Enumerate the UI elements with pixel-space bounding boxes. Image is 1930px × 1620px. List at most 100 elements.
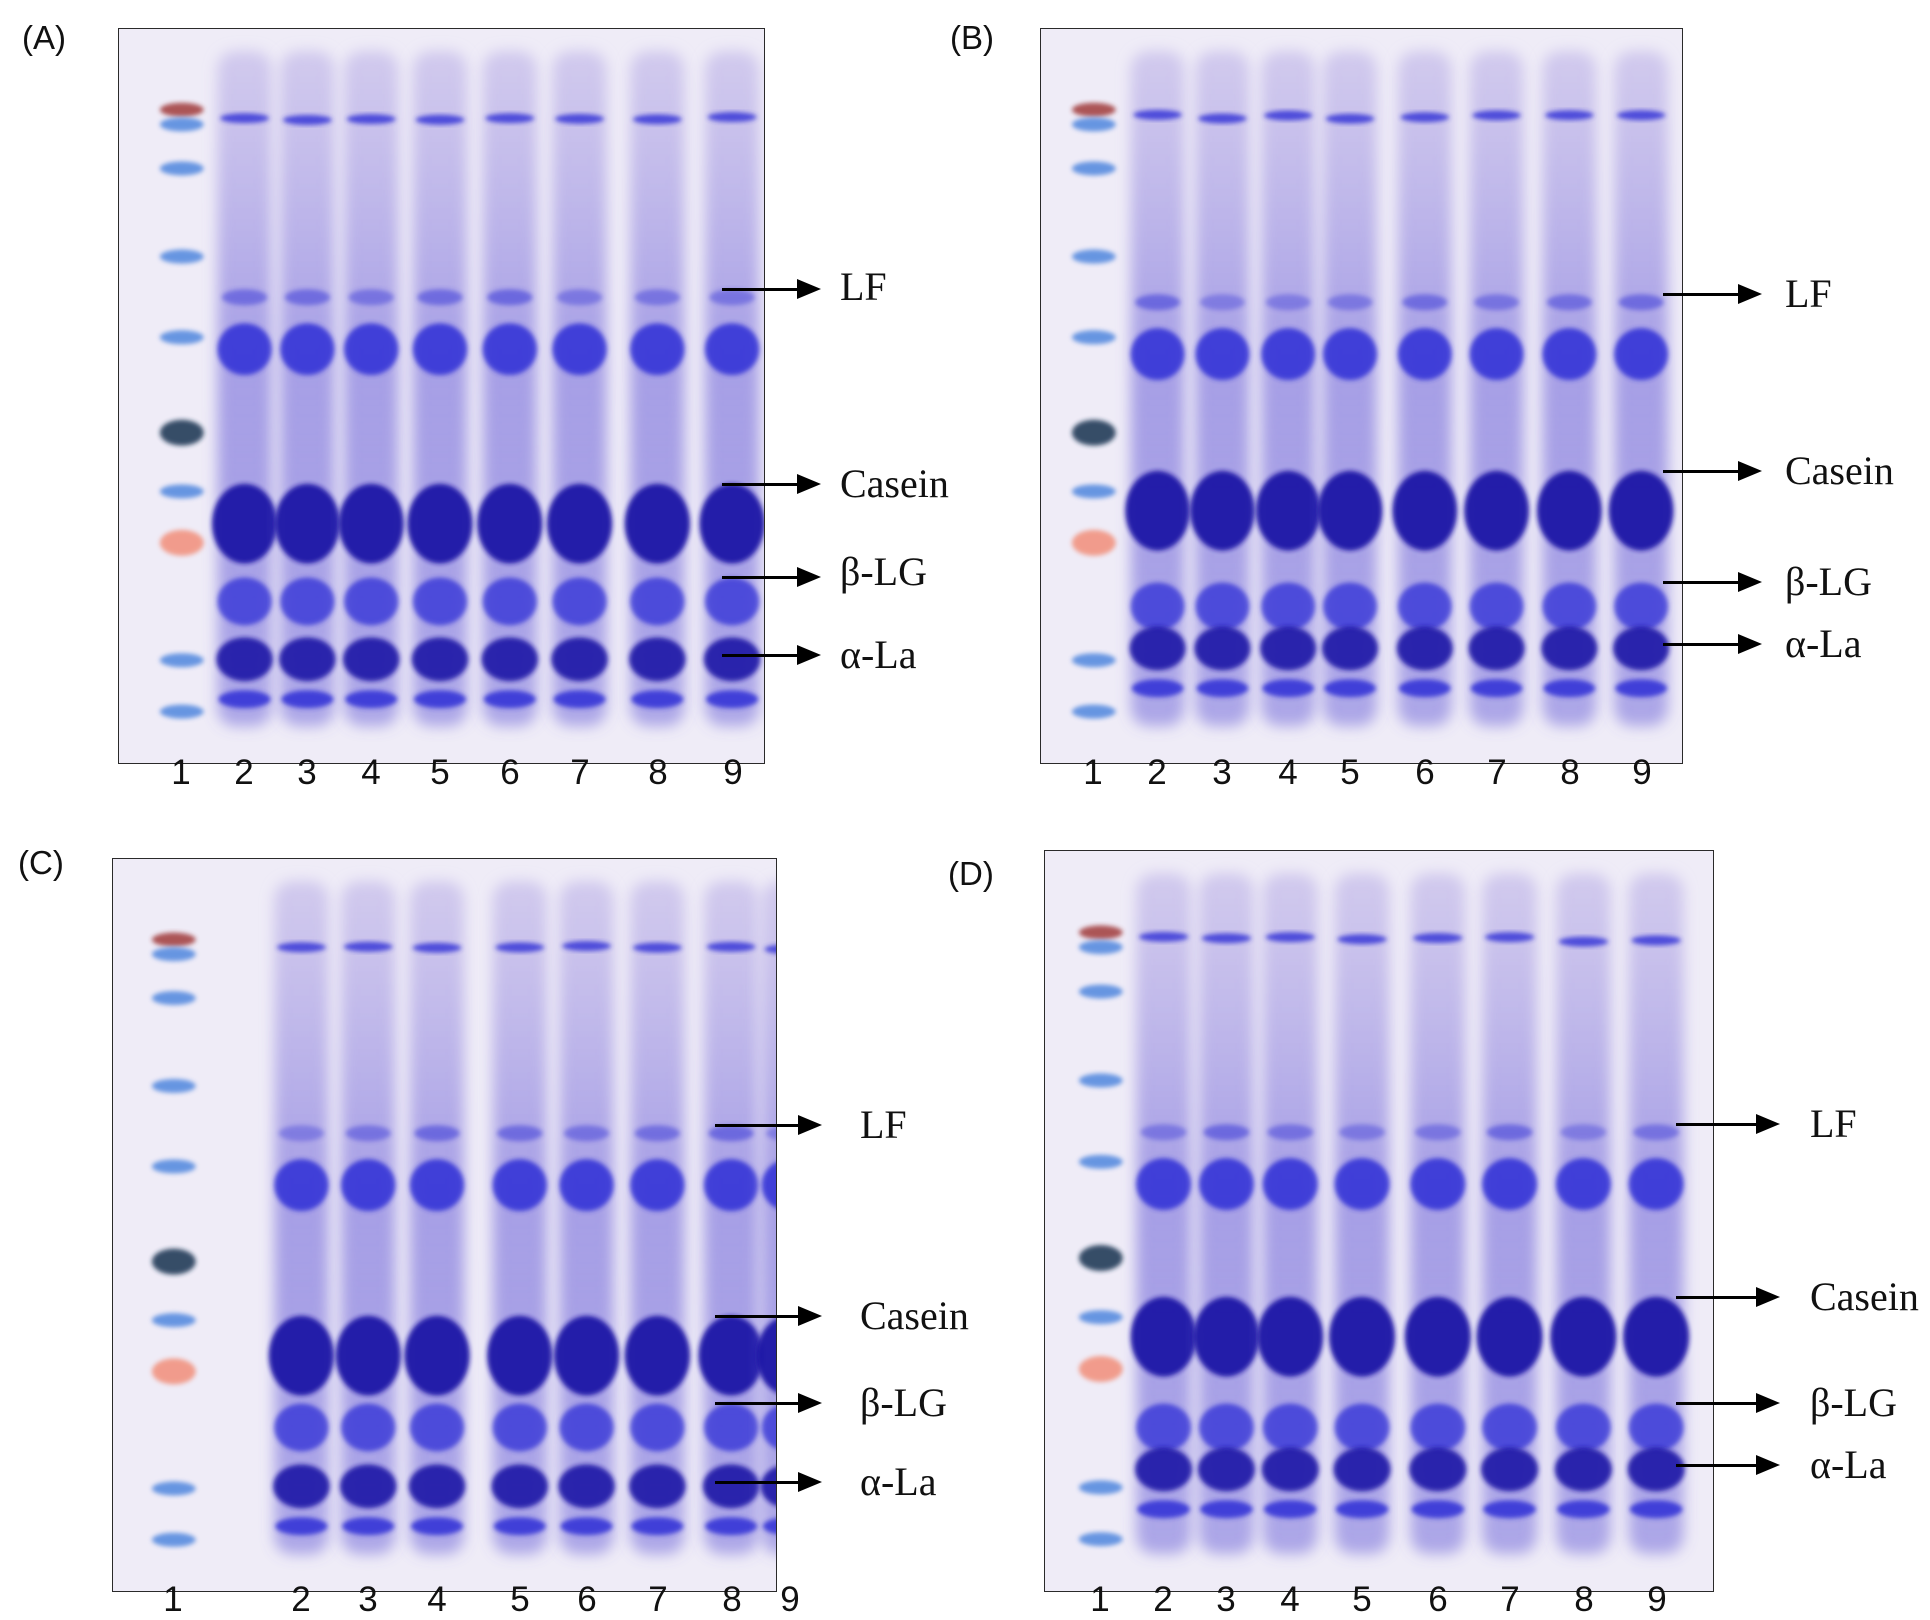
- bottom-band: [1200, 1500, 1253, 1519]
- lane-number: 3: [297, 753, 317, 792]
- well-band: [1400, 112, 1450, 123]
- bottom-band: [1398, 679, 1451, 698]
- bottom-band: [275, 1517, 328, 1536]
- lane-number: 2: [234, 753, 254, 792]
- lf-band: [1473, 294, 1520, 311]
- ladder-band: [151, 1358, 196, 1385]
- lf-band: [496, 1125, 543, 1142]
- blg-band: [630, 577, 685, 626]
- ala-band: [1260, 626, 1317, 671]
- lf-band: [348, 289, 395, 306]
- well-band: [1265, 932, 1315, 943]
- band-label: LF: [1810, 1101, 1857, 1146]
- ladder-band: [1071, 529, 1116, 556]
- bottom-band: [1411, 1500, 1465, 1519]
- lane-number: 6: [500, 753, 520, 792]
- well-band: [1337, 934, 1387, 945]
- casein-band: [274, 483, 341, 564]
- ladder-band: [159, 330, 204, 345]
- bottom-band: [1629, 1500, 1683, 1519]
- upper-band: [1542, 328, 1597, 381]
- well-band: [1545, 110, 1594, 121]
- ala-band: [551, 637, 608, 682]
- well-band: [346, 114, 396, 125]
- ladder-band: [151, 1078, 196, 1093]
- ladder-band: [1071, 484, 1116, 499]
- marker-ladder: [159, 102, 204, 719]
- sample-lanes: [212, 51, 764, 727]
- well-band: [415, 114, 465, 125]
- well-band: [485, 113, 535, 124]
- casein-band: [1329, 1296, 1395, 1377]
- ladder-band: [1078, 1245, 1123, 1271]
- gel-image: [118, 28, 765, 764]
- lf-band: [1402, 294, 1448, 311]
- lane-number: 7: [570, 753, 590, 792]
- casein-band: [1476, 1296, 1543, 1377]
- gel-render: [159, 51, 764, 727]
- band-arrow: [722, 645, 821, 665]
- well-band: [1616, 110, 1666, 121]
- lane-smear: [1323, 51, 1377, 727]
- lf-band: [1486, 1124, 1533, 1141]
- casein-band: [1257, 1296, 1324, 1377]
- ladder-band: [159, 419, 204, 446]
- well-band: [1138, 931, 1189, 942]
- casein-band: [698, 1315, 764, 1396]
- casein-band: [407, 483, 473, 564]
- band-label: LF: [840, 264, 887, 309]
- casein-band: [338, 483, 404, 564]
- lf-band: [417, 289, 463, 306]
- gel-image: [1040, 28, 1683, 764]
- ala-band: [411, 637, 469, 682]
- sample-lanes: [1130, 873, 1690, 1554]
- marker-ladder: [151, 932, 196, 1547]
- bottom-band: [553, 690, 606, 709]
- bottom-band: [1262, 679, 1315, 698]
- lane-number: 2: [1153, 1580, 1173, 1619]
- lane-smear: [1542, 51, 1597, 727]
- casein-band: [1317, 470, 1383, 551]
- bottom-band: [1543, 679, 1596, 698]
- marker-ladder: [1071, 102, 1116, 719]
- upper-band: [1136, 1158, 1192, 1211]
- lane-number: 5: [1352, 1580, 1372, 1619]
- lane-smear: [1261, 51, 1316, 727]
- upper-band: [761, 1162, 776, 1208]
- upper-band: [1410, 1158, 1466, 1211]
- lane-number: 7: [648, 1580, 668, 1619]
- panel-letter: (D): [948, 855, 994, 892]
- band-label: β-LG: [1785, 559, 1872, 604]
- ladder-band: [159, 529, 204, 556]
- band-label: LF: [1785, 271, 1832, 316]
- lane-number: 2: [291, 1580, 311, 1619]
- band-arrow: [715, 1393, 822, 1413]
- well-band: [276, 942, 326, 953]
- casein-band: [1537, 470, 1602, 551]
- lane-smear: [1628, 873, 1684, 1554]
- well-band: [707, 112, 757, 123]
- ladder-band: [159, 161, 204, 176]
- ala-band: [760, 1466, 776, 1506]
- ladder-band: [1071, 117, 1116, 132]
- blg-band: [217, 577, 272, 626]
- lf-band: [1267, 1124, 1314, 1141]
- ladder-band: [1078, 940, 1123, 955]
- blg-band: [1261, 582, 1316, 631]
- lane-smear: [341, 880, 396, 1555]
- blg-band: [1482, 1403, 1538, 1452]
- ladder-band: [1078, 984, 1123, 999]
- bottom-band: [413, 690, 467, 709]
- bottom-band: [762, 1518, 776, 1534]
- gel-render: [1078, 873, 1690, 1554]
- casein-band: [477, 483, 543, 564]
- casein-band: [1130, 1296, 1197, 1377]
- lane-number: 9: [780, 1580, 800, 1619]
- bottom-band: [1137, 1500, 1190, 1519]
- ala-band: [1627, 1447, 1685, 1492]
- ala-band: [703, 637, 761, 682]
- bottom-band: [493, 1517, 546, 1536]
- casein-band: [212, 483, 278, 564]
- bottom-band: [1263, 1500, 1317, 1519]
- lane-number: 5: [1340, 753, 1360, 792]
